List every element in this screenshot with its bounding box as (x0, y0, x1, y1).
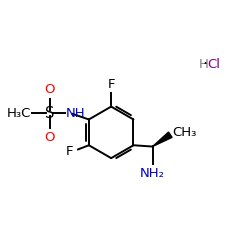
Text: ·: · (202, 57, 207, 72)
Polygon shape (153, 132, 172, 146)
Text: Cl: Cl (208, 58, 220, 71)
Text: H: H (198, 58, 208, 71)
Text: S: S (45, 106, 54, 121)
Text: O: O (44, 131, 55, 144)
Text: F: F (108, 78, 115, 91)
Text: O: O (44, 83, 55, 96)
Text: NH₂: NH₂ (140, 166, 165, 179)
Text: F: F (66, 145, 73, 158)
Text: H₃C: H₃C (7, 107, 31, 120)
Text: NH: NH (66, 107, 85, 120)
Text: CH₃: CH₃ (172, 126, 197, 139)
